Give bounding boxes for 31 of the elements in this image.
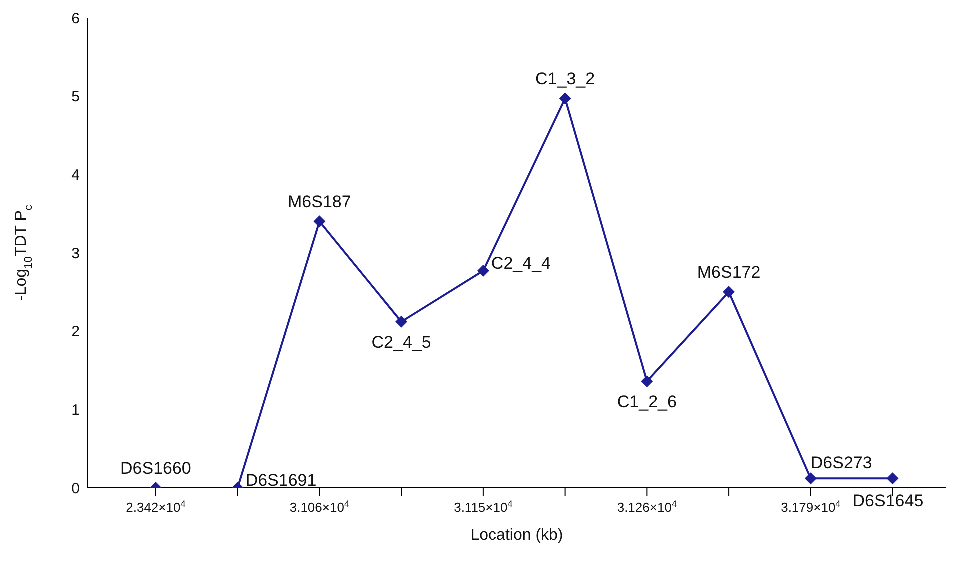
point <box>886 472 899 485</box>
x-tick-label: 2.342×10$^{4}$ <box>126 499 186 515</box>
point <box>804 472 817 485</box>
y-tick-label: 3 <box>72 245 80 262</box>
y-tick-label: 1 <box>72 402 80 419</box>
x-tick-label: 3.126×10$^{4}$ <box>617 499 677 515</box>
y-tick-label: 2 <box>72 324 80 341</box>
data-label: C1_3_2 <box>536 70 596 89</box>
x-tick-label: 3.115×10$^{4}$ <box>454 499 513 515</box>
point <box>723 286 736 298</box>
data-label: M6S187 <box>288 192 352 212</box>
data-label: D6S1660 <box>120 459 192 478</box>
data-label: C2_4_4 <box>491 254 551 274</box>
data-label: D6S273 <box>810 454 872 473</box>
y-tick-label: 5 <box>72 88 80 106</box>
point <box>396 316 408 328</box>
data-label: D6S1691 <box>246 471 317 490</box>
x-tick-label: 3.106×10$^{4}$ <box>290 499 350 515</box>
y-tick-label: 0 <box>72 480 80 498</box>
point <box>641 375 654 388</box>
point <box>477 265 490 278</box>
x-axis-title: Location (kb) <box>470 527 564 544</box>
data-label: C2_4_5 <box>372 332 432 352</box>
data-label: D6S1645 <box>852 492 924 511</box>
x-tick-label: 3.179×10$^{4}$ <box>781 499 841 515</box>
data-label: C1_2_6 <box>617 392 677 412</box>
point <box>559 92 572 105</box>
y-tick-label: 4 <box>72 166 80 184</box>
data-label: M6S172 <box>697 263 761 282</box>
y-tick-label: 6 <box>72 10 80 28</box>
point <box>314 216 326 228</box>
